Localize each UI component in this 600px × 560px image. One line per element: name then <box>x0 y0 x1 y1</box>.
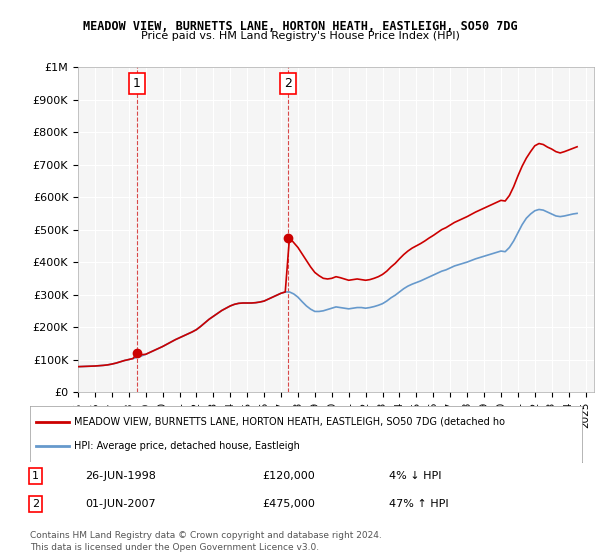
Text: 01-JUN-2007: 01-JUN-2007 <box>85 499 156 509</box>
Text: 26-JUN-1998: 26-JUN-1998 <box>85 471 156 481</box>
Text: HPI: Average price, detached house, Eastleigh: HPI: Average price, detached house, East… <box>74 441 300 451</box>
Text: Contains HM Land Registry data © Crown copyright and database right 2024.: Contains HM Land Registry data © Crown c… <box>30 531 382 540</box>
Text: 4% ↓ HPI: 4% ↓ HPI <box>389 471 442 481</box>
Text: 1: 1 <box>32 471 39 481</box>
Text: MEADOW VIEW, BURNETTS LANE, HORTON HEATH, EASTLEIGH, SO50 7DG (detached ho: MEADOW VIEW, BURNETTS LANE, HORTON HEATH… <box>74 417 505 427</box>
Text: 2: 2 <box>32 499 39 509</box>
Text: 1: 1 <box>133 77 141 90</box>
Text: 47% ↑ HPI: 47% ↑ HPI <box>389 499 448 509</box>
Text: £475,000: £475,000 <box>262 499 315 509</box>
Text: 2: 2 <box>284 77 292 90</box>
Text: This data is licensed under the Open Government Licence v3.0.: This data is licensed under the Open Gov… <box>30 543 319 552</box>
Text: MEADOW VIEW, BURNETTS LANE, HORTON HEATH, EASTLEIGH, SO50 7DG: MEADOW VIEW, BURNETTS LANE, HORTON HEATH… <box>83 20 517 32</box>
Text: £120,000: £120,000 <box>262 471 314 481</box>
Text: Price paid vs. HM Land Registry's House Price Index (HPI): Price paid vs. HM Land Registry's House … <box>140 31 460 41</box>
